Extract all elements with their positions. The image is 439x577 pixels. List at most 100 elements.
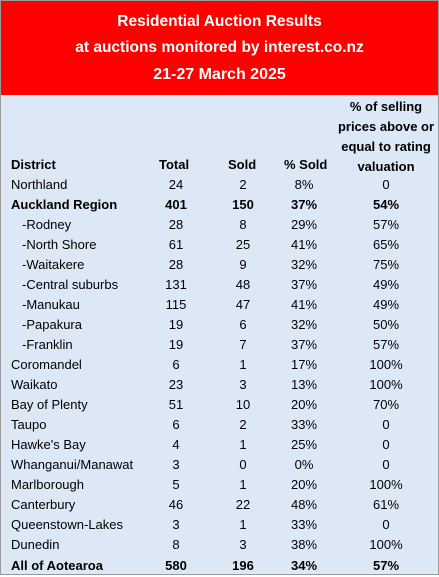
percent-sold-cell: 34% <box>290 558 318 573</box>
percent-above-rv-cell: 50% <box>372 317 400 332</box>
column-header-sold: Sold <box>228 157 257 172</box>
table-row: -Franklin 19 7 37% 57% <box>1 335 438 355</box>
sold-cell: 0 <box>239 457 247 472</box>
sold-cell: 196 <box>232 558 254 573</box>
district-cell: Hawke's Bay <box>11 437 86 452</box>
district-cell: Queenstown-Lakes <box>11 517 124 532</box>
total-cell: 23 <box>168 377 184 392</box>
table-row: Waikato 23 3 13% 100% <box>1 375 438 395</box>
percent-above-rv-cell: 70% <box>372 397 400 412</box>
table-body: Northland 24 2 8% 0 Auckland Region 401 150 37% 5… <box>1 175 438 577</box>
district-cell: Whanganui/Manawat <box>11 457 134 472</box>
percent-sold-cell: 17% <box>290 357 318 372</box>
percent-sold-cell: 20% <box>290 477 318 492</box>
percent-sold-cell: 0% <box>294 457 314 472</box>
district-cell: Northland <box>11 177 68 192</box>
district-cell: Auckland Region <box>11 197 118 212</box>
percent-sold-cell: 33% <box>290 417 318 432</box>
table-row: -North Shore 61 25 41% 65% <box>1 235 438 255</box>
district-cell: -Waitakere <box>22 257 85 272</box>
table-row: -Central suburbs 131 48 37% 49% <box>1 275 438 295</box>
percent-above-rv-cell: 0 <box>382 457 390 472</box>
sold-cell: 3 <box>239 537 247 552</box>
district-cell: -Franklin <box>22 337 73 352</box>
district-cell: Bay of Plenty <box>11 397 88 412</box>
district-cell: All of Aotearoa <box>11 558 103 573</box>
sold-cell: 10 <box>235 397 251 412</box>
percent-sold-cell: 41% <box>290 297 318 312</box>
percent-sold-cell: 25% <box>290 437 318 452</box>
district-cell: Marlborough <box>11 477 84 492</box>
district-cell: Dunedin <box>11 537 60 552</box>
percent-sold-cell: 32% <box>290 317 318 332</box>
table-row: -Manukau 115 47 41% 49% <box>1 295 438 315</box>
total-cell: 46 <box>168 497 184 512</box>
percent-above-rv-cell: 65% <box>372 237 400 252</box>
percent-above-rv-cell: 100% <box>369 357 403 372</box>
total-cell: 6 <box>172 357 180 372</box>
percent-above-rv-cell: 0 <box>382 517 390 532</box>
percent-above-rv-cell: 57% <box>372 337 400 352</box>
total-cell: 24 <box>168 177 184 192</box>
table-row: All of Aotearoa 580 196 34% 57% <box>1 555 438 577</box>
percent-above-rv-cell: 0 <box>382 417 390 432</box>
sold-cell: 48 <box>235 277 251 292</box>
percent-sold-cell: 32% <box>290 257 318 272</box>
district-cell: -Manukau <box>22 297 80 312</box>
total-cell: 5 <box>172 477 180 492</box>
total-cell: 4 <box>172 437 180 452</box>
district-cell: Waikato <box>11 377 58 392</box>
sold-cell: 1 <box>239 517 247 532</box>
total-cell: 115 <box>165 297 187 312</box>
district-cell: -Papakura <box>22 317 82 332</box>
percent-above-rv-cell: 0 <box>382 177 390 192</box>
column-header-percent-above-rv: % of selling prices above or equal to ra… <box>337 99 435 174</box>
total-cell: 8 <box>172 537 180 552</box>
sold-cell: 1 <box>239 477 247 492</box>
percent-above-rv-cell: 61% <box>372 497 400 512</box>
percent-above-rv-cell: 100% <box>369 537 403 552</box>
sold-cell: 3 <box>239 377 247 392</box>
total-cell: 3 <box>172 517 180 532</box>
table-row: -Waitakere 28 9 32% 75% <box>1 255 438 275</box>
sold-cell: 6 <box>239 317 247 332</box>
table-row: Coromandel 6 1 17% 100% <box>1 355 438 375</box>
percent-sold-cell: 20% <box>290 397 318 412</box>
total-cell: 28 <box>168 257 184 272</box>
district-cell: -North Shore <box>22 237 97 252</box>
district-cell: Coromandel <box>11 357 82 372</box>
percent-sold-cell: 13% <box>290 377 318 392</box>
sold-cell: 2 <box>239 177 247 192</box>
percent-sold-cell: 37% <box>290 337 318 352</box>
sold-cell: 1 <box>239 357 247 372</box>
total-cell: 61 <box>168 237 184 252</box>
total-cell: 19 <box>168 337 184 352</box>
title-line-2: at auctions monitored by interest.co.nz <box>75 39 364 56</box>
total-cell: 401 <box>165 197 187 212</box>
table-row: Northland 24 2 8% 0 <box>1 175 438 195</box>
percent-above-rv-cell: 0 <box>382 437 390 452</box>
total-cell: 580 <box>165 558 187 573</box>
district-cell: -Central suburbs <box>22 277 119 292</box>
percent-sold-cell: 8% <box>294 177 314 192</box>
percent-sold-cell: 33% <box>290 517 318 532</box>
percent-sold-cell: 37% <box>290 277 318 292</box>
district-cell: Taupo <box>11 417 47 432</box>
percent-above-rv-cell: 49% <box>372 297 400 312</box>
title-banner: Residential Auction Results at auctions … <box>1 1 438 95</box>
district-cell: Canterbury <box>11 497 76 512</box>
percent-above-rv-cell: 100% <box>369 477 403 492</box>
percent-above-rv-cell: 75% <box>372 257 400 272</box>
total-cell: 28 <box>168 217 184 232</box>
sold-cell: 9 <box>239 257 247 272</box>
table-row: -Rodney 28 8 29% 57% <box>1 215 438 235</box>
total-cell: 131 <box>165 277 187 292</box>
sold-cell: 150 <box>232 197 254 212</box>
title-line-1: Residential Auction Results <box>117 13 322 30</box>
district-cell: -Rodney <box>22 217 72 232</box>
total-cell: 19 <box>168 317 184 332</box>
percent-above-rv-cell: 54% <box>372 197 400 212</box>
total-cell: 3 <box>172 457 180 472</box>
percent-above-rv-cell: 57% <box>372 217 400 232</box>
